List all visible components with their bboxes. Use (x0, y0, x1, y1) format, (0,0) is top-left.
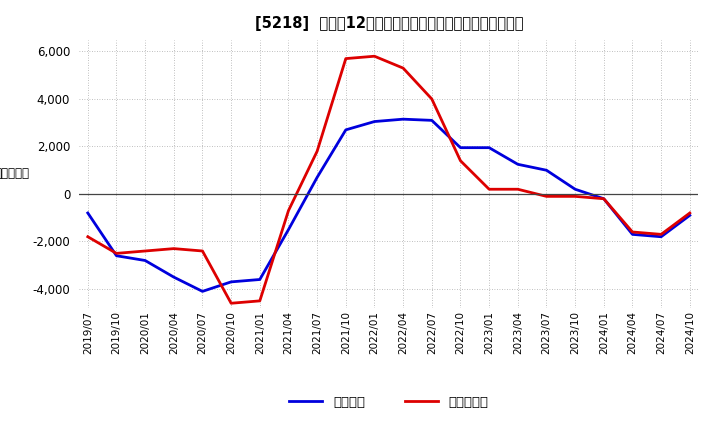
当期純利益 (513, 187, 522, 192)
経常利益 (657, 234, 665, 239)
経常利益 (284, 227, 293, 232)
当期純利益 (628, 229, 636, 235)
経常利益 (456, 145, 465, 150)
経常利益 (399, 117, 408, 122)
経常利益 (112, 253, 121, 258)
経常利益 (198, 289, 207, 294)
当期純利益 (312, 149, 321, 154)
Legend: 経常利益, 当期純利益: 経常利益, 当期純利益 (284, 391, 493, 414)
Title: [5218]  利益の12か月移動合計の対前年同期増減額の推移: [5218] 利益の12か月移動合計の対前年同期増減額の推移 (255, 16, 523, 32)
経常利益 (227, 279, 235, 285)
当期純利益 (141, 248, 150, 253)
当期純利益 (227, 301, 235, 306)
経常利益 (542, 168, 551, 173)
経常利益 (141, 258, 150, 263)
当期純利益 (685, 210, 694, 216)
当期純利益 (370, 54, 379, 59)
当期純利益 (84, 234, 92, 239)
当期純利益 (399, 66, 408, 71)
経常利益 (685, 213, 694, 218)
経常利益 (256, 277, 264, 282)
当期純利益 (169, 246, 178, 251)
当期純利益 (456, 158, 465, 163)
当期純利益 (341, 56, 350, 61)
経常利益 (571, 187, 580, 192)
経常利益 (84, 210, 92, 216)
当期純利益 (600, 196, 608, 202)
経常利益 (370, 119, 379, 124)
経常利益 (485, 145, 493, 150)
経常利益 (600, 196, 608, 202)
Y-axis label: （百万円）: （百万円） (0, 167, 30, 180)
経常利益 (513, 161, 522, 167)
当期純利益 (657, 232, 665, 237)
Line: 当期純利益: 当期純利益 (88, 56, 690, 303)
経常利益 (428, 118, 436, 123)
経常利益 (628, 232, 636, 237)
当期純利益 (256, 298, 264, 304)
当期純利益 (428, 96, 436, 102)
当期純利益 (284, 208, 293, 213)
当期純利益 (485, 187, 493, 192)
経常利益 (341, 127, 350, 132)
経常利益 (312, 175, 321, 180)
経常利益 (169, 275, 178, 280)
当期純利益 (542, 194, 551, 199)
当期純利益 (198, 248, 207, 253)
Line: 経常利益: 経常利益 (88, 119, 690, 291)
当期純利益 (571, 194, 580, 199)
当期純利益 (112, 251, 121, 256)
